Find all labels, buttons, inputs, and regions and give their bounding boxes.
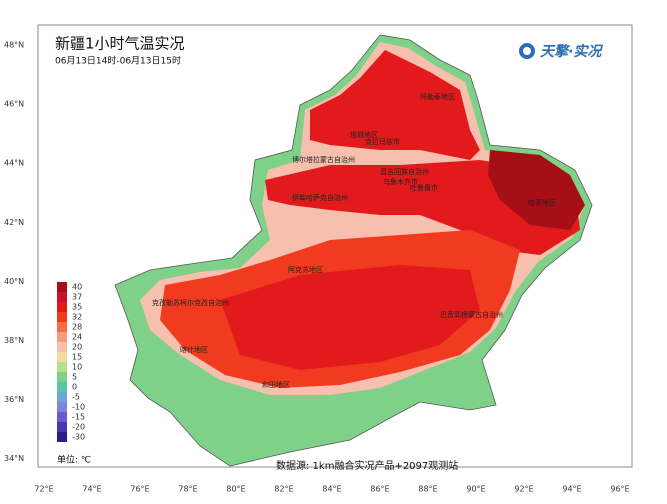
lat-label: 48°N bbox=[4, 41, 24, 50]
legend-swatch bbox=[57, 332, 67, 342]
region-label: 博尔塔拉蒙古自治州 bbox=[292, 155, 355, 164]
legend-label: 24 bbox=[72, 333, 82, 342]
region-label: 乌鲁木齐市 bbox=[383, 177, 418, 186]
legend-label: 28 bbox=[72, 323, 82, 332]
legend-swatch bbox=[57, 402, 67, 412]
region-label: 昌吉回族自治州 bbox=[380, 167, 429, 176]
legend-label: 35 bbox=[72, 303, 82, 312]
legend-label: 37 bbox=[72, 293, 82, 302]
region-label: 伊犁哈萨克自治州 bbox=[292, 193, 348, 202]
lon-label: 84°E bbox=[322, 485, 341, 494]
legend-label: 40 bbox=[72, 283, 82, 292]
legend-swatch bbox=[57, 372, 67, 382]
legend-swatch bbox=[57, 312, 67, 322]
legend-swatch bbox=[57, 292, 67, 302]
lat-label: 36°N bbox=[4, 395, 24, 404]
legend-label: 10 bbox=[72, 363, 82, 372]
legend-swatch bbox=[57, 392, 67, 402]
subtitle: 06月13日14时-06月13日15时 bbox=[55, 55, 181, 67]
lon-label: 72°E bbox=[34, 485, 53, 494]
lon-label: 86°E bbox=[370, 485, 389, 494]
legend-label: 15 bbox=[72, 353, 82, 362]
legend-label: 32 bbox=[72, 313, 82, 322]
legend-label: -5 bbox=[72, 393, 80, 402]
title: 新疆1小时气温实况 bbox=[55, 35, 185, 53]
legend-swatch bbox=[57, 352, 67, 362]
lon-label: 92°E bbox=[514, 485, 533, 494]
lat-label: 40°N bbox=[4, 277, 24, 286]
legend-swatch bbox=[57, 322, 67, 332]
legend-swatch bbox=[57, 302, 67, 312]
lon-label: 90°E bbox=[466, 485, 485, 494]
legend-label: -20 bbox=[72, 423, 85, 432]
lon-label: 88°E bbox=[418, 485, 437, 494]
legend-swatch bbox=[57, 382, 67, 392]
lat-label: 34°N bbox=[4, 454, 24, 463]
region-label: 克孜勒苏柯尔克孜自治州 bbox=[152, 298, 229, 307]
source: 数据源: 1km融合实况产品+2097观测站 bbox=[276, 459, 458, 472]
lat-label: 42°N bbox=[4, 218, 24, 227]
lat-label: 44°N bbox=[4, 159, 24, 168]
region-label: 塔城地区 bbox=[350, 130, 378, 139]
land bbox=[114, 34, 593, 467]
legend-unit: 单位: ℃ bbox=[57, 454, 91, 466]
region-label: 和田地区 bbox=[262, 380, 290, 389]
legend-swatch bbox=[57, 412, 67, 422]
region-label: 阿勒泰地区 bbox=[420, 92, 455, 101]
legend-label: 5 bbox=[72, 373, 77, 382]
legend-label: -15 bbox=[72, 413, 85, 422]
lon-label: 74°E bbox=[82, 485, 101, 494]
legend-label: -30 bbox=[72, 433, 85, 442]
legend-swatch bbox=[57, 342, 67, 352]
lon-label: 76°E bbox=[130, 485, 149, 494]
region-label: 喀什地区 bbox=[180, 345, 208, 354]
lon-label: 82°E bbox=[274, 485, 293, 494]
lon-label: 80°E bbox=[226, 485, 245, 494]
legend-swatch bbox=[57, 282, 67, 292]
region-label: 吐鲁番市 bbox=[410, 183, 438, 192]
region-label: 克拉玛依市 bbox=[365, 137, 400, 146]
logo-icon bbox=[519, 43, 535, 59]
legend-swatch bbox=[57, 362, 67, 372]
region-label: 哈密地区 bbox=[528, 198, 556, 207]
lon-label: 94°E bbox=[562, 485, 581, 494]
lat-label: 38°N bbox=[4, 336, 24, 345]
region-label: 阿克苏地区 bbox=[288, 265, 323, 274]
lon-label: 96°E bbox=[610, 485, 629, 494]
legend-label: 0 bbox=[72, 383, 77, 392]
logo: 天擎·实况 bbox=[540, 43, 603, 60]
legend-swatch bbox=[57, 422, 67, 432]
legend-label: 20 bbox=[72, 343, 82, 352]
legend-swatch bbox=[57, 432, 67, 442]
lon-label: 78°E bbox=[178, 485, 197, 494]
lat-label: 46°N bbox=[4, 100, 24, 109]
legend-label: -10 bbox=[72, 403, 85, 412]
region-label: 巴音郭楞蒙古自治州 bbox=[440, 310, 503, 319]
